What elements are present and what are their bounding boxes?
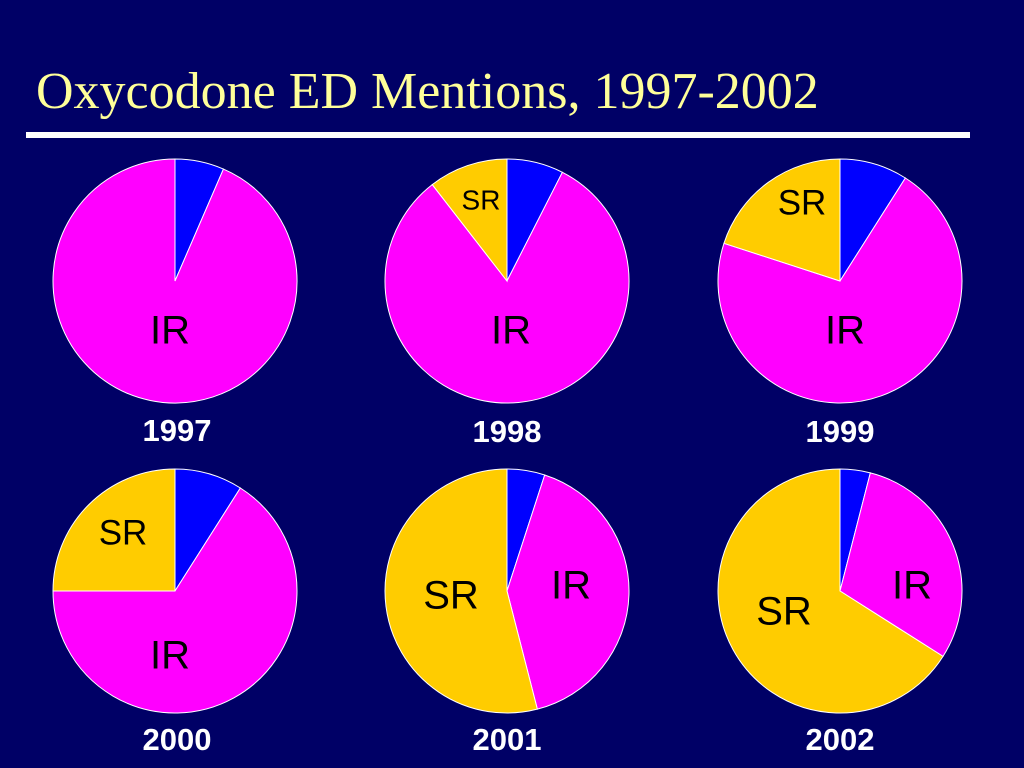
pie-2000-slice-ir [52, 487, 298, 714]
pie-1999-slice-ir [717, 177, 963, 404]
pie-1998-slice-ir [384, 171, 630, 404]
pie-1998-label-sr: SR [462, 184, 501, 215]
pie-1998: IR SR 1998 [384, 158, 630, 449]
pie-1999-label-ir: IR [825, 309, 865, 353]
pie-1999-label-sr: SR [778, 183, 827, 222]
pie-2002-label-ir: IR [892, 564, 932, 608]
pie-2001: IR SR 2001 [384, 468, 630, 757]
pie-1999: IR SR 1999 [717, 158, 963, 449]
pie-2002-slice-sr [717, 468, 944, 714]
pie-1998-label-ir: IR [491, 309, 531, 353]
pie-2002-slice-ir [839, 472, 963, 658]
year-label-1998: 1998 [473, 414, 542, 449]
year-label-2001: 2001 [473, 722, 542, 757]
pie-2001-slice-ir [506, 474, 630, 710]
pie-2000-label-sr: SR [99, 513, 148, 552]
year-label-1999: 1999 [806, 414, 875, 449]
pie-1997-slice-ir [52, 158, 298, 404]
pie-2001-label-ir: IR [551, 564, 591, 608]
title-divider [26, 132, 970, 138]
year-label-2000: 2000 [143, 722, 212, 757]
pie-1997-label-ir: IR [150, 309, 190, 353]
year-label-1997: 1997 [143, 413, 212, 448]
pie-2000-slice-sr [52, 468, 176, 592]
pie-2002: IR SR 2002 [717, 468, 963, 757]
year-label-2002: 2002 [806, 722, 875, 757]
pie-2001-label-sr: SR [423, 574, 479, 618]
pie-1998-slice-sr [431, 158, 508, 283]
pie-2001-slice-sr [384, 468, 538, 714]
pie-1997: IR 1997 [52, 158, 298, 448]
page-title: Oxycodone ED Mentions, 1997-2002 [36, 63, 819, 120]
pie-2000-label-ir: IR [150, 634, 190, 678]
pie-1999-slice-sr [723, 158, 841, 282]
pie-2002-label-sr: SR [756, 590, 812, 634]
pie-2000: IR SR 2000 [52, 468, 298, 757]
